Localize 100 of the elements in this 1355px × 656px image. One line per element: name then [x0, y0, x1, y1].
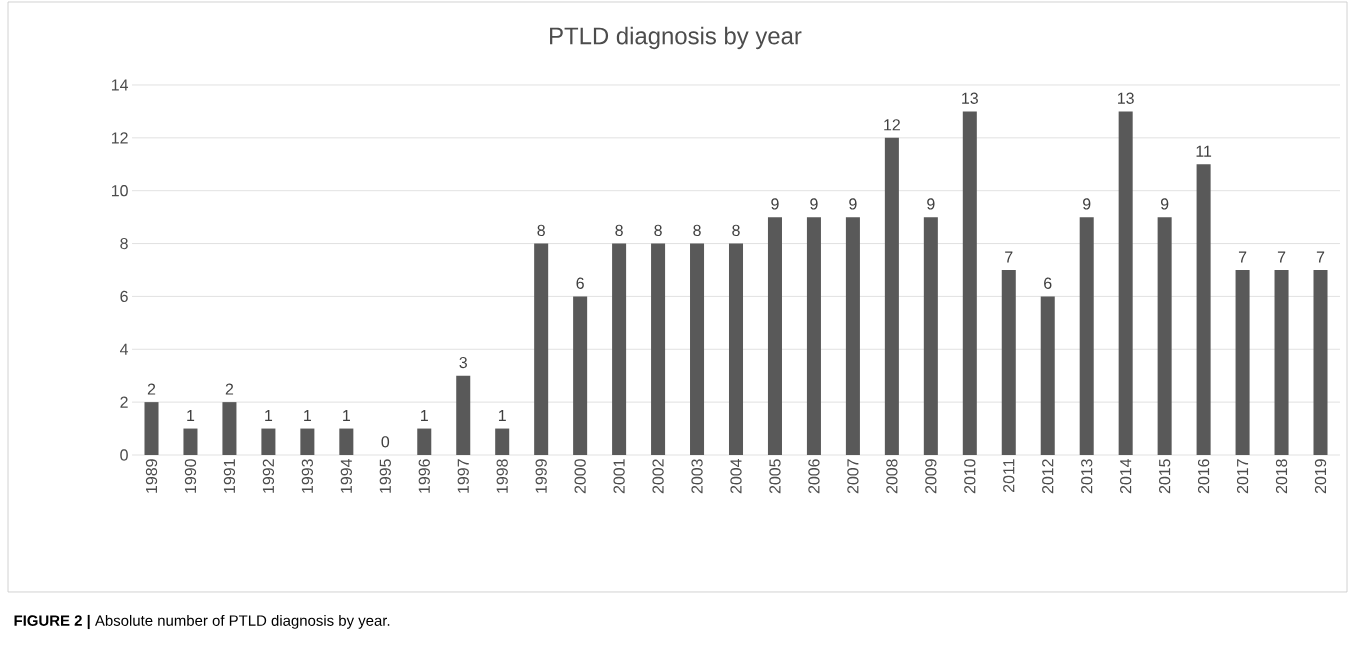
y-tick-label: 6	[120, 290, 128, 303]
bar	[222, 402, 237, 455]
data-label: 1	[304, 410, 312, 422]
bar	[1196, 164, 1211, 455]
bar	[923, 217, 938, 455]
x-tick-label: 1999	[535, 459, 547, 493]
chart-title: PTLD diagnosis by year	[550, 26, 802, 50]
data-label: 1	[265, 410, 273, 422]
data-label: 1	[187, 410, 195, 422]
y-tick-label: 14	[111, 79, 129, 91]
bar	[534, 243, 549, 455]
x-tick-label: 1995	[379, 459, 391, 493]
y-tick-label: 0	[120, 449, 128, 461]
bar	[339, 428, 354, 455]
bar	[884, 137, 899, 455]
x-tick-label: 2007	[847, 459, 859, 494]
bar	[1079, 217, 1094, 455]
x-tick-label: 2003	[691, 459, 703, 494]
bar	[1118, 111, 1133, 455]
bar	[767, 217, 782, 455]
x-tick-label: 1990	[184, 459, 197, 493]
data-label: 9	[771, 198, 779, 210]
data-label: 6	[1044, 277, 1052, 289]
x-tick-label: 2012	[1042, 459, 1054, 494]
data-label: 9	[1160, 198, 1169, 210]
x-tick-label: 2019	[1314, 459, 1327, 494]
data-label: 2	[225, 383, 234, 395]
data-label: 8	[537, 224, 545, 237]
data-label: 7	[1238, 251, 1247, 263]
x-tick-label: 2005	[769, 459, 781, 494]
bar	[1274, 269, 1289, 455]
y-tick-label: 8	[120, 237, 128, 250]
text: FIGURE 2 | Absolute number of PTLD diagnosis by year.	[14, 614, 390, 630]
bar	[300, 428, 315, 455]
bar	[495, 428, 510, 455]
x-tick-label: 2004	[730, 458, 742, 494]
x-tick-label: 1991	[223, 459, 236, 493]
bar	[261, 428, 276, 455]
bar	[612, 243, 627, 455]
data-label: 1	[498, 410, 506, 422]
data-label: 8	[615, 224, 623, 237]
x-tick-label: 1994	[340, 458, 352, 493]
y-tick-label: 12	[111, 132, 128, 144]
x-tick-label: 1998	[496, 459, 508, 493]
x-tick-label: 2018	[1275, 459, 1288, 494]
data-label: 8	[693, 224, 701, 237]
bar	[1040, 296, 1055, 455]
x-tick-label: 1996	[418, 459, 430, 493]
data-label: 7	[1005, 251, 1013, 263]
x-tick-label: 2015	[1159, 459, 1171, 494]
data-label: 12	[884, 119, 900, 131]
x-tick-label: 2002	[652, 459, 664, 494]
x-tick-label: 2001	[613, 459, 625, 494]
bar	[690, 243, 705, 455]
data-label: 8	[732, 224, 740, 237]
bar	[456, 375, 471, 455]
bar	[183, 428, 198, 455]
x-tick-label: 1992	[262, 459, 275, 493]
data-label: 1	[343, 410, 350, 422]
x-tick-label: 2013	[1081, 459, 1093, 494]
data-label: 9	[1083, 198, 1091, 210]
data-label: 7	[1316, 251, 1325, 263]
x-tick-label: 1993	[301, 459, 314, 493]
bar	[962, 111, 977, 455]
data-label: 7	[1277, 251, 1286, 263]
x-tick-label: 2010	[964, 459, 976, 494]
y-tick-label: 10	[111, 185, 128, 197]
y-tick-label: 2	[120, 396, 128, 408]
x-tick-label: 2016	[1197, 459, 1210, 494]
x-tick-label: 2017	[1236, 459, 1249, 494]
bar	[1001, 269, 1016, 455]
bar	[806, 217, 821, 455]
data-label: 0	[381, 436, 390, 448]
x-tick-label: 2009	[925, 459, 937, 494]
y-tick-label: 4	[119, 343, 129, 355]
data-label: 1	[421, 410, 428, 422]
data-label: 9	[927, 198, 935, 210]
x-tick-label: 2011	[1003, 459, 1015, 492]
bar	[144, 402, 159, 455]
x-tick-label: 2000	[574, 459, 586, 494]
bar	[417, 428, 432, 455]
data-label: 9	[810, 198, 818, 210]
data-label: 9	[849, 198, 857, 210]
bar	[573, 296, 588, 455]
data-label: 2	[147, 383, 156, 395]
bar	[1157, 217, 1172, 455]
x-tick-label: 2006	[808, 459, 820, 494]
bar	[1235, 269, 1250, 455]
x-tick-label: 2008	[886, 459, 898, 494]
bar	[845, 217, 860, 455]
data-label: 13	[1118, 92, 1134, 104]
bar	[1313, 269, 1328, 455]
data-label: 8	[654, 224, 662, 237]
x-tick-label: 1997	[457, 459, 469, 493]
data-label: 3	[459, 356, 467, 369]
data-label: 11	[1196, 145, 1212, 157]
bar	[728, 243, 744, 455]
x-tick-label: 1989	[145, 459, 158, 493]
bar	[651, 243, 666, 455]
x-tick-label: 2014	[1120, 458, 1132, 494]
